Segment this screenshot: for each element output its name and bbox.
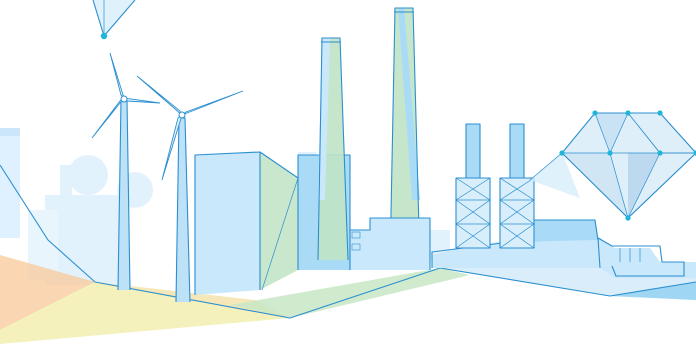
lattice-tower bbox=[499, 177, 535, 249]
wind-turbine bbox=[91, 52, 161, 291]
diamond-network bbox=[92, 0, 136, 40]
chimney bbox=[317, 37, 349, 261]
diamond-network bbox=[529, 110, 696, 221]
chimney bbox=[389, 7, 421, 266]
factory-building bbox=[349, 217, 431, 270]
wind-turbine bbox=[136, 75, 244, 303]
lattice-tower bbox=[455, 177, 491, 249]
chimney bbox=[465, 123, 525, 180]
